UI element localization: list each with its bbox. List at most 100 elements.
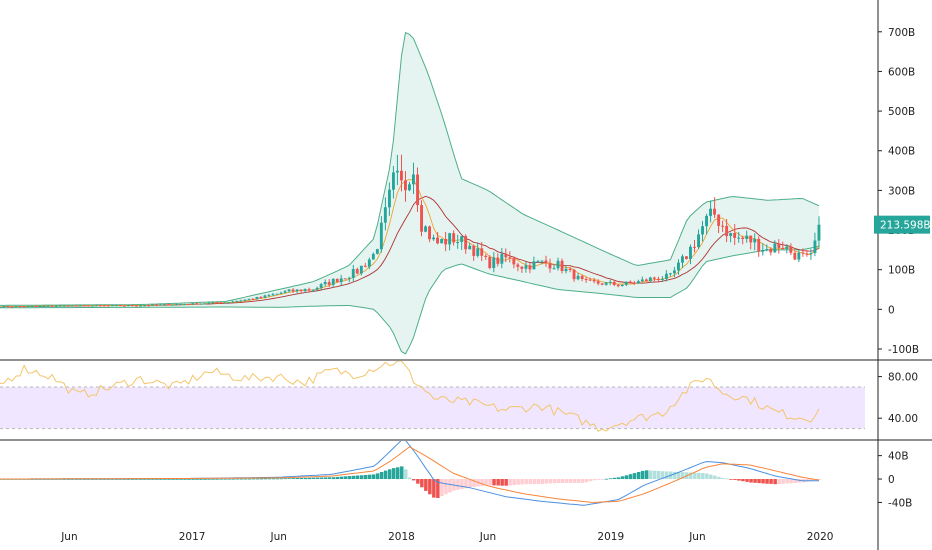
candle-body (536, 261, 540, 263)
macd-histogram-bar (596, 479, 601, 480)
macd-histogram-bar (777, 479, 781, 484)
candle-body (813, 240, 817, 253)
macd-histogram-bar (283, 478, 288, 480)
macd-histogram-bar (171, 479, 175, 480)
candle-body (90, 305, 94, 307)
candle-body (701, 226, 704, 235)
candle-body (102, 305, 106, 307)
candle-body (131, 305, 134, 307)
candle-body (516, 264, 520, 267)
candle-body (580, 275, 584, 279)
macd-histogram-bar (291, 478, 296, 479)
candle-body (271, 294, 275, 296)
candle-body (367, 259, 371, 267)
candle-body (504, 253, 508, 258)
macd-histogram-bar (636, 472, 641, 480)
candle-body (648, 277, 652, 282)
macd-histogram-bar (793, 479, 797, 483)
macd-histogram-bar (757, 479, 761, 484)
macd-histogram-bar (548, 479, 552, 484)
candle-body (295, 289, 299, 292)
candle-body (299, 289, 303, 292)
candle-body (436, 237, 439, 244)
candle-body (556, 260, 560, 269)
macd-histogram-bar (143, 479, 147, 480)
macd-histogram-bar (231, 478, 235, 480)
candle-body (528, 265, 532, 270)
price-axis-tick-label: 400B (888, 146, 915, 158)
macd-histogram-bar (741, 479, 745, 482)
macd-histogram-bar (191, 479, 195, 480)
candle-body (817, 224, 821, 241)
candle-body (492, 257, 496, 268)
macd-histogram-bar (665, 471, 669, 480)
candle-body (612, 281, 616, 285)
macd-histogram-bar (576, 479, 581, 483)
time-axis-tick-label: Jun (60, 531, 77, 543)
macd-histogram-bar (560, 479, 565, 483)
macd-histogram-bar (484, 479, 488, 486)
macd-histogram-bar (428, 479, 432, 495)
candle-body (620, 284, 624, 287)
price-axis-tick-label: -100B (888, 344, 919, 356)
time-axis-tick-label: Jun (269, 531, 286, 543)
candle-body (175, 304, 179, 306)
macd-histogram-bar (709, 474, 713, 479)
candle-body (761, 250, 765, 252)
candle-body (400, 170, 403, 181)
candle-body (106, 305, 110, 307)
candle-body (616, 284, 620, 287)
candle-body (263, 295, 267, 298)
candle-body (151, 304, 154, 306)
candle-body (115, 305, 118, 307)
candle-body (476, 248, 480, 256)
candle-body (243, 299, 247, 301)
macd-histogram-bar (480, 479, 484, 486)
macd-histogram-bar (512, 479, 516, 486)
macd-histogram-bar (689, 472, 693, 479)
macd-histogram-bar (106, 479, 111, 480)
candle-body (669, 273, 672, 275)
macd-histogram-bar (472, 479, 476, 487)
macd-histogram-bar (111, 479, 115, 480)
candle-body (147, 305, 150, 307)
macd-histogram-bar (263, 478, 267, 480)
macd-histogram-bar (608, 478, 613, 480)
price-axis-tick-label: 300B (888, 185, 915, 197)
macd-histogram-bar (769, 479, 773, 484)
macd-histogram-bar (335, 476, 340, 479)
candle-body (363, 265, 367, 267)
candle-body (745, 235, 749, 239)
macd-histogram-bar (616, 477, 621, 480)
candle-body (10, 306, 14, 308)
candle-body (195, 303, 199, 305)
candle-body (62, 305, 66, 307)
candle-body (785, 246, 789, 249)
macd-histogram-bar (705, 473, 709, 479)
macd-histogram-bar (809, 479, 813, 482)
candle-body (725, 225, 729, 237)
macd-histogram-bar (460, 479, 464, 489)
candle-body (379, 222, 383, 250)
candle-body (697, 234, 700, 247)
candle-body (520, 266, 524, 269)
candle-body (809, 253, 813, 255)
macd-histogram-bar (303, 477, 308, 480)
macd-histogram-bar (279, 478, 284, 480)
macd-histogram-bar (408, 477, 412, 480)
candle-body (424, 226, 427, 232)
candle-body (568, 268, 572, 270)
macd-histogram-bar (199, 479, 203, 480)
candle-body (460, 236, 464, 242)
macd-histogram-bar (785, 479, 789, 484)
macd-histogram-bar (516, 479, 520, 485)
candle-body (468, 245, 472, 250)
macd-histogram-bar (713, 475, 717, 480)
macd-histogram-bar (400, 466, 404, 479)
macd-histogram-bar (383, 470, 388, 479)
macd-histogram-bar (717, 476, 721, 480)
macd-histogram-bar (287, 478, 292, 479)
candle-body (215, 302, 219, 304)
candle-body (159, 304, 162, 306)
candle-body (191, 303, 195, 305)
